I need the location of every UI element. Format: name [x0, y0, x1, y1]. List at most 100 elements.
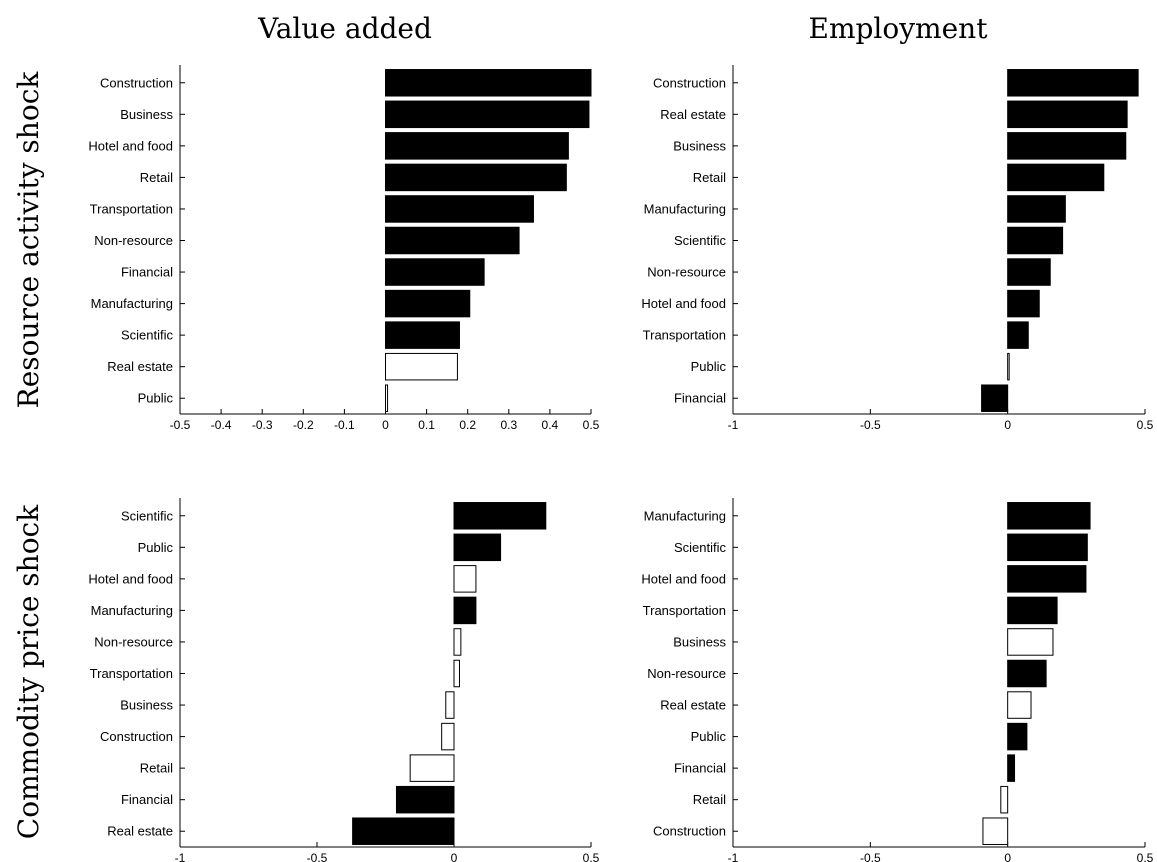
category-label-manufacturing: Manufacturing	[91, 296, 173, 311]
category-label-scientific: Scientific	[121, 508, 174, 523]
category-label-construction: Construction	[100, 729, 173, 744]
x-tick-label: 0.3	[500, 418, 517, 432]
category-label-business: Business	[673, 138, 726, 153]
bar-construction	[385, 69, 592, 97]
bar-hotel-and-food	[1007, 565, 1087, 593]
bar-public	[385, 384, 389, 412]
bar-retail	[385, 163, 567, 192]
bar-real-estate	[385, 352, 458, 381]
panel-commodity-value-added: -1 -0.5 0 0.5 Scientific Public Hotel and food…	[88, 498, 600, 862]
bar-scientific	[1007, 533, 1088, 562]
category-label-hotel-and-food: Hotel and food	[641, 296, 726, 311]
bar-business	[1007, 132, 1127, 160]
bar-retail	[1000, 785, 1009, 814]
bar-manufacturing	[453, 596, 477, 625]
bar-manufacturing	[1007, 195, 1066, 223]
category-label-business: Business	[120, 698, 173, 713]
bar-transportation	[1007, 321, 1029, 349]
x-tick-label: -0.5	[860, 418, 881, 432]
bar-non-resource	[453, 628, 462, 656]
bar-public	[453, 533, 502, 562]
category-label-public: Public	[138, 540, 174, 555]
x-tick-label: 0.1	[418, 418, 435, 432]
bar-scientific	[1007, 226, 1064, 255]
category-label-hotel-and-food: Hotel and food	[88, 571, 173, 586]
bar-financial	[385, 258, 485, 286]
panel-resource-value-added: -0.5 -0.4 -0.3 -0.2 -0.1 0 0.1 0.2 0.3 0.4 0.5 Cons…	[88, 65, 600, 432]
x-tick-label: 0	[1004, 418, 1011, 432]
bar-retail	[1007, 163, 1105, 192]
x-tick-label: 0.5	[1137, 851, 1154, 862]
x-tick-label: -0.5	[307, 851, 328, 862]
category-label-financial: Financial	[674, 761, 726, 776]
bar-transportation	[385, 195, 534, 223]
bar-hotel-and-food	[385, 132, 569, 160]
bar-construction	[441, 722, 455, 751]
category-label-public: Public	[138, 391, 174, 406]
panel-commodity-employment: -1 -0.5 0 0.5 Manufacturing Scientific Hotel a…	[641, 498, 1154, 862]
x-tick-label: -0.5	[170, 418, 191, 432]
x-tick-label: -0.2	[293, 418, 314, 432]
category-label-financial: Financial	[121, 792, 173, 807]
x-tick-label: -0.5	[860, 851, 881, 862]
bar-transportation	[1007, 596, 1058, 625]
column-title-employment: Employment	[809, 12, 989, 45]
bar-non-resource	[385, 226, 520, 255]
x-tick-label: 0	[1004, 851, 1011, 862]
x-tick-label: -0.3	[252, 418, 273, 432]
bar-public	[1007, 722, 1028, 751]
bar-construction	[1007, 69, 1139, 97]
bar-real-estate	[1007, 100, 1128, 129]
category-label-transportation: Transportation	[643, 328, 726, 343]
category-label-construction: Construction	[653, 75, 726, 90]
category-label-retail: Retail	[140, 761, 173, 776]
bar-non-resource	[1007, 659, 1047, 688]
bar-retail	[409, 754, 455, 782]
category-label-financial: Financial	[121, 265, 173, 280]
category-label-real-estate: Real estate	[107, 824, 173, 839]
bar-real-estate	[1007, 691, 1032, 719]
category-label-transportation: Transportation	[90, 201, 173, 216]
bar-financial	[1007, 754, 1016, 782]
category-label-transportation: Transportation	[90, 666, 173, 681]
category-label-real-estate: Real estate	[107, 359, 173, 374]
category-label-public: Public	[691, 729, 727, 744]
x-tick-label: -0.1	[334, 418, 355, 432]
bar-business	[1007, 628, 1054, 656]
x-tick-label: 0	[451, 851, 458, 862]
x-tick-label: -1	[175, 851, 186, 862]
category-label-hotel-and-food: Hotel and food	[88, 138, 173, 153]
bar-manufacturing	[385, 289, 471, 318]
category-label-non-resource: Non-resource	[94, 233, 173, 248]
bar-scientific	[385, 321, 460, 349]
bar-business	[385, 100, 590, 129]
bar-construction	[982, 817, 1009, 845]
x-tick-label: 0.5	[583, 851, 600, 862]
category-label-business: Business	[673, 634, 726, 649]
category-label-non-resource: Non-resource	[647, 666, 726, 681]
x-tick-label: 0	[382, 418, 389, 432]
category-label-manufacturing: Manufacturing	[644, 201, 726, 216]
category-label-retail: Retail	[693, 170, 726, 185]
bar-real-estate	[352, 817, 455, 845]
column-title-value-added: Value added	[257, 12, 432, 45]
category-label-retail: Retail	[140, 170, 173, 185]
category-label-non-resource: Non-resource	[94, 634, 173, 649]
category-label-real-estate: Real estate	[660, 698, 726, 713]
bar-non-resource	[1007, 258, 1051, 286]
bar-hotel-and-food	[453, 565, 477, 593]
bar-public	[1007, 352, 1010, 381]
bar-transportation	[453, 659, 460, 688]
category-label-scientific: Scientific	[674, 233, 727, 248]
category-label-construction: Construction	[653, 824, 726, 839]
x-tick-label: 0.5	[1137, 418, 1154, 432]
category-label-manufacturing: Manufacturing	[91, 603, 173, 618]
row-title-resource-activity-shock: Resource activity shock	[12, 71, 45, 409]
x-tick-label: 0.4	[542, 418, 559, 432]
category-label-non-resource: Non-resource	[647, 265, 726, 280]
category-label-manufacturing: Manufacturing	[644, 508, 726, 523]
panel-resource-employment: -1 -0.5 0 0.5 Construction Real estate Busines…	[641, 65, 1154, 432]
category-label-hotel-and-food: Hotel and food	[641, 571, 726, 586]
bar-financial	[981, 384, 1009, 412]
